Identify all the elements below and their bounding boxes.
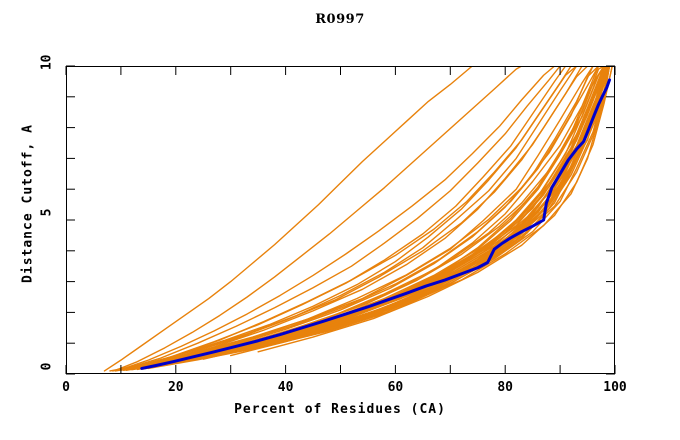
chart-title: R0997 [315,12,365,27]
y-tick-label: 10 [39,54,55,71]
highlight-series-line [140,78,612,370]
series-line [103,66,473,372]
x-tick-label: 20 [167,380,184,395]
x-tick-label: 100 [603,380,627,395]
series-line [120,66,556,371]
x-axis-label: Percent of Residues (CA) [234,402,446,417]
y-tick-label: 0 [39,362,55,371]
series-line [230,66,613,357]
series-line [117,66,578,371]
series-line [257,66,613,353]
series-line [164,66,611,367]
series-line [202,66,611,360]
series-line [114,66,523,371]
series-line [125,66,561,370]
series-line [147,66,600,367]
x-tick-label: 40 [277,380,294,395]
series-line [136,66,578,368]
highlight-series-group [140,78,612,370]
y-tick-label: 5 [39,208,55,217]
plot-area [65,65,616,375]
x-tick-label: 80 [497,380,514,395]
y-axis-label: Distance Cutoff, A [20,124,36,283]
plot-canvas [103,66,613,372]
x-tick-label: 60 [387,380,404,395]
series-line [142,66,583,367]
series-line [128,66,594,370]
x-tick-label: 0 [62,380,70,395]
background-series-group [103,66,613,372]
